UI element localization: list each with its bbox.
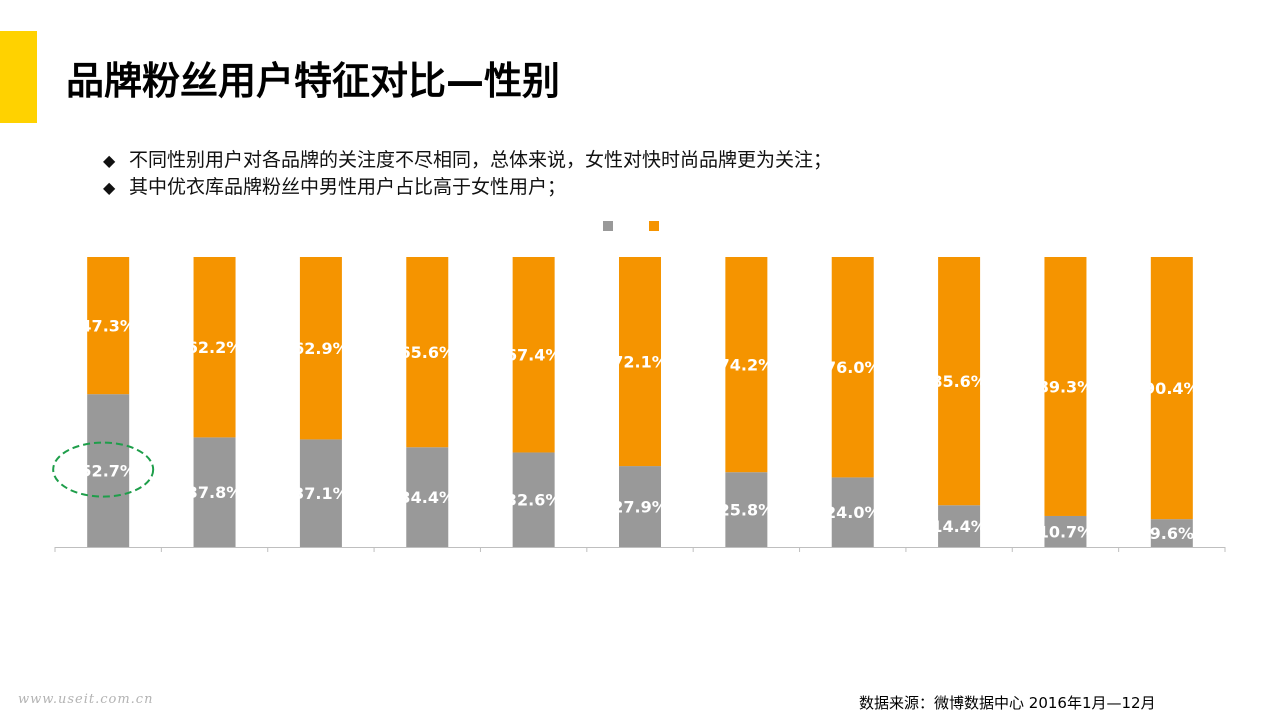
male-bar-3 [299, 439, 342, 547]
male-bar-2 [193, 437, 236, 547]
accent-bar [0, 31, 37, 123]
male-bar-4 [406, 447, 449, 547]
male-bar-7 [725, 472, 768, 547]
male-value-label-9: 14.4% [931, 517, 987, 536]
female-bar-8 [831, 257, 874, 478]
male-bar-11 [1150, 519, 1193, 547]
female-value-label-4: 65.6% [400, 343, 456, 362]
watermark: www.useit.com.cn [18, 692, 154, 707]
female-bar-10 [1044, 257, 1087, 516]
bullet-list: ◆ 不同性别用户对各品牌的关注度不尽相同，总体来说，女性对快时尚品牌更为关注； ◆… [103, 147, 832, 201]
male-value-label-2: 37.8% [187, 483, 243, 502]
female-value-label-9: 85.6% [931, 372, 987, 391]
bullet-item: ◆ 不同性别用户对各品牌的关注度不尽相同，总体来说，女性对快时尚品牌更为关注； [103, 147, 832, 174]
female-value-label-7: 74.2% [719, 356, 775, 375]
female-value-label-8: 76.0% [825, 358, 881, 377]
diamond-bullet-icon: ◆ [103, 178, 116, 197]
male-bar-5 [512, 452, 555, 547]
legend-swatch-female [649, 221, 659, 231]
female-value-label-10: 89.3% [1038, 377, 1094, 396]
female-value-label-2: 62.2% [187, 338, 243, 357]
male-bar-6 [619, 466, 661, 547]
highlight-dashed-ellipse [52, 441, 155, 498]
male-value-label-7: 25.8% [719, 501, 775, 520]
male-value-label-8: 24.0% [825, 503, 881, 522]
male-value-label-10: 10.7% [1038, 522, 1094, 541]
male-value-label-4: 34.4% [400, 488, 456, 507]
female-value-label-11: 90.4% [1144, 379, 1200, 398]
male-bar-9 [938, 505, 981, 547]
male-value-label-6: 27.9% [612, 498, 668, 517]
female-value-label-1: 47.3% [80, 317, 136, 336]
female-value-label-5: 67.4% [506, 346, 562, 365]
female-bar-5 [512, 257, 555, 453]
diamond-bullet-icon: ◆ [103, 151, 116, 170]
female-bar-1 [87, 257, 130, 395]
male-bar-10 [1044, 515, 1087, 547]
male-value-label-1: 52.7% [80, 462, 136, 481]
male-value-label-5: 32.6% [506, 491, 562, 510]
female-bar-6 [619, 257, 661, 467]
male-bar-1 [87, 394, 130, 547]
bullet-text: 其中优衣库品牌粉丝中男性用户占比高于女性用户； [129, 176, 567, 198]
female-bar-2 [193, 257, 236, 438]
male-value-label-3: 37.1% [293, 484, 349, 503]
female-bar-11 [1150, 257, 1193, 520]
female-value-label-6: 72.1% [612, 353, 668, 372]
bullet-item: ◆ 其中优衣库品牌粉丝中男性用户占比高于女性用户； [103, 174, 832, 201]
female-value-label-3: 62.9% [293, 339, 349, 358]
female-bar-3 [299, 257, 342, 440]
female-bar-4 [406, 257, 449, 448]
slide-title: 品牌粉丝用户特征对比—性别 [66, 59, 561, 103]
legend-swatch-male [603, 221, 613, 231]
male-bar-8 [831, 477, 874, 547]
female-bar-7 [725, 257, 768, 473]
data-source-note: 数据来源：微博数据中心 2016年1月—12月 [859, 694, 1156, 712]
female-bar-9 [938, 257, 981, 506]
male-value-label-11: 9.6% [1150, 524, 1194, 543]
bullet-text: 不同性别用户对各品牌的关注度不尽相同，总体来说，女性对快时尚品牌更为关注； [129, 149, 833, 171]
